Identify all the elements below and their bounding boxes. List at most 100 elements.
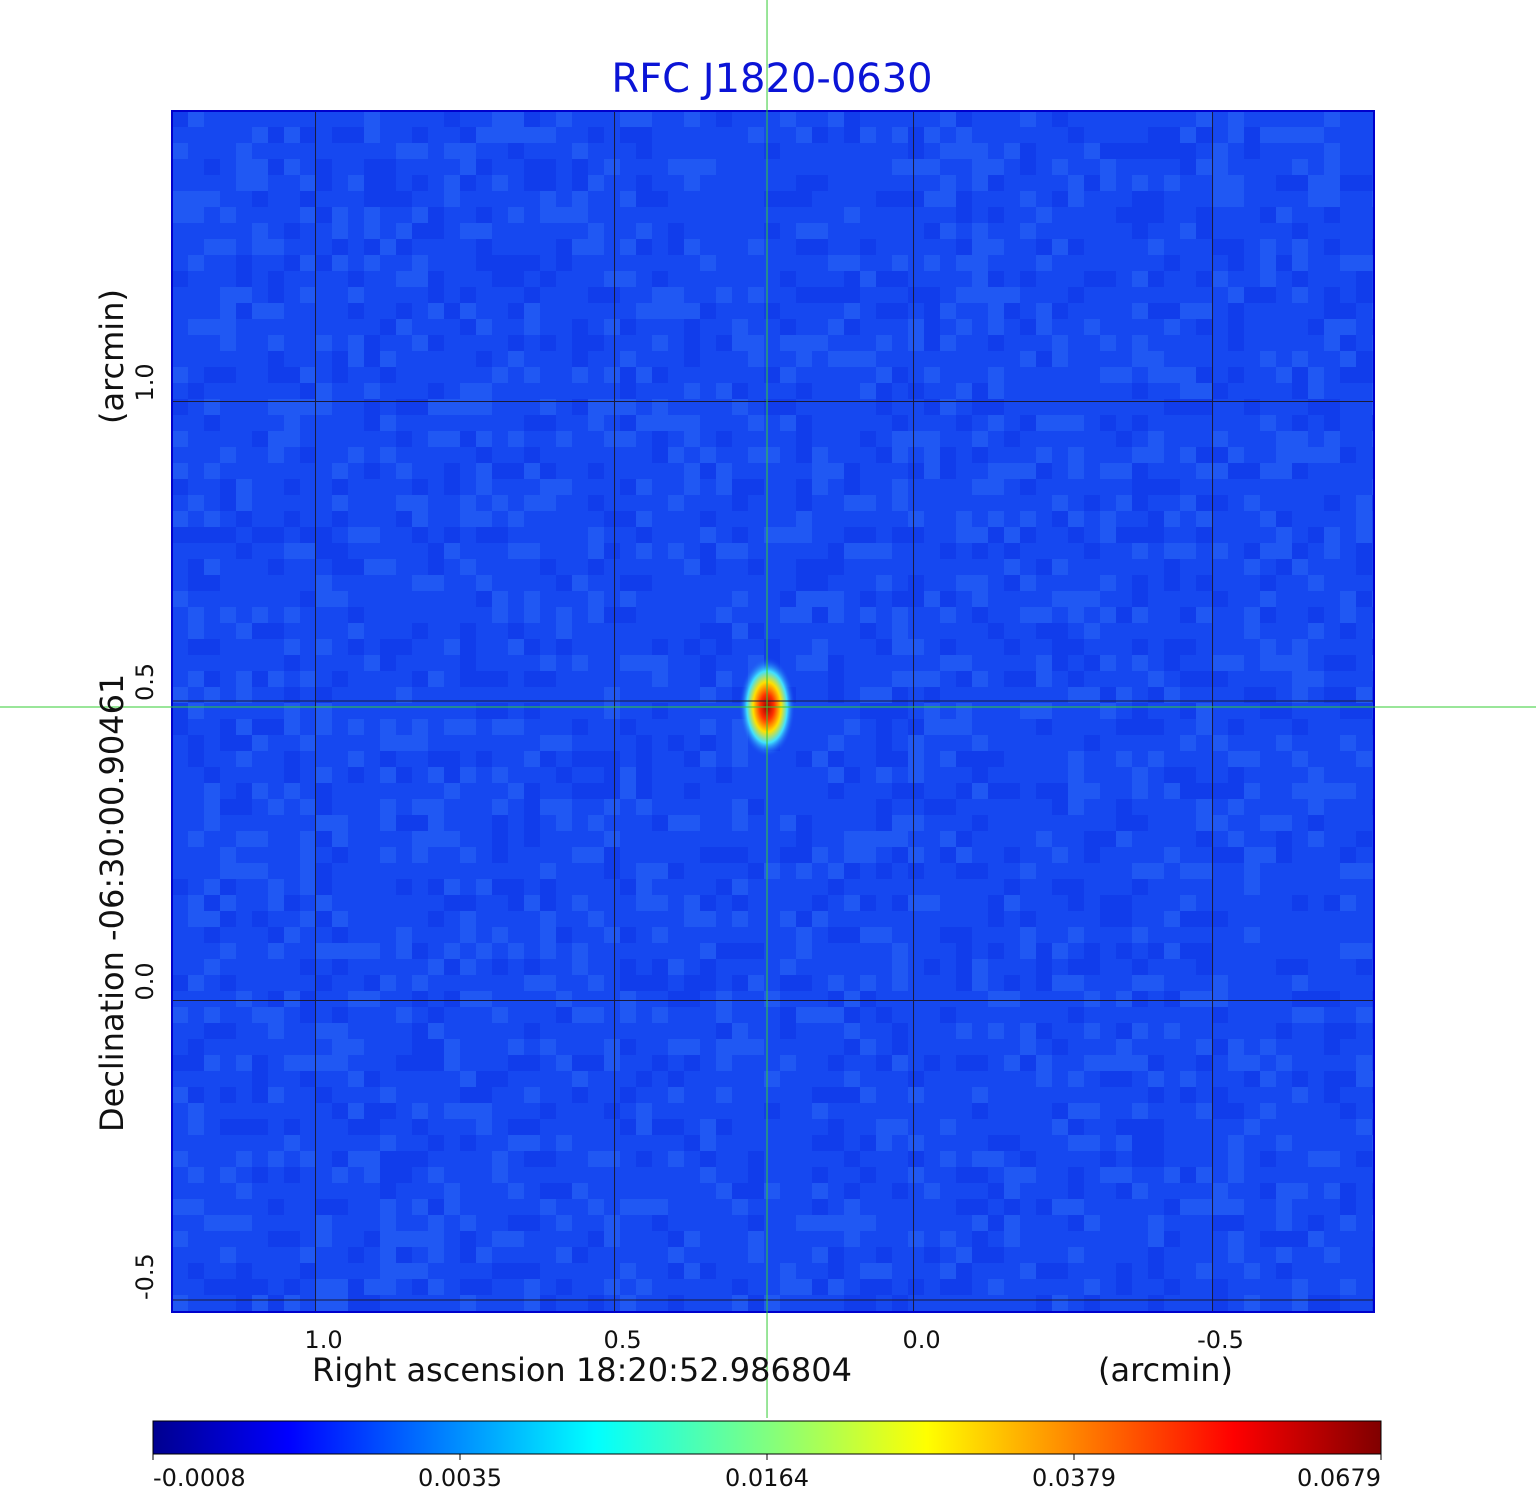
- noise-cell: [940, 1231, 956, 1247]
- noise-cell: [588, 751, 604, 767]
- noise-cell: [412, 991, 428, 1007]
- noise-cell: [972, 975, 988, 991]
- noise-cell: [700, 655, 716, 671]
- noise-cell: [172, 975, 188, 991]
- noise-cell: [796, 335, 812, 351]
- noise-cell: [236, 287, 252, 303]
- noise-cell: [556, 607, 572, 623]
- noise-cell: [524, 1135, 540, 1151]
- noise-cell: [908, 463, 924, 479]
- noise-cell: [396, 927, 412, 943]
- noise-cell: [1132, 959, 1148, 975]
- noise-cell: [812, 1215, 828, 1231]
- noise-cell: [828, 1263, 844, 1279]
- noise-cell: [1340, 847, 1356, 863]
- noise-cell: [1020, 511, 1036, 527]
- noise-cell: [1052, 783, 1068, 799]
- noise-cell: [636, 303, 652, 319]
- noise-cell: [1308, 175, 1324, 191]
- noise-cell: [972, 607, 988, 623]
- noise-cell: [300, 959, 316, 975]
- noise-cell: [1212, 1087, 1228, 1103]
- noise-cell: [1116, 1279, 1132, 1295]
- noise-cell: [380, 1215, 396, 1231]
- noise-cell: [412, 1023, 428, 1039]
- noise-cell: [908, 735, 924, 751]
- noise-cell: [844, 111, 860, 127]
- noise-cell: [1148, 1135, 1164, 1151]
- noise-cell: [476, 399, 492, 415]
- noise-cell: [1180, 1087, 1196, 1103]
- noise-cell: [412, 1103, 428, 1119]
- noise-cell: [172, 1199, 188, 1215]
- noise-cell: [332, 463, 348, 479]
- noise-cell: [1244, 863, 1260, 879]
- noise-cell: [252, 1007, 268, 1023]
- noise-cell: [412, 207, 428, 223]
- noise-cell: [1164, 687, 1180, 703]
- noise-cell: [892, 1055, 908, 1071]
- noise-cell: [556, 735, 572, 751]
- noise-cell: [508, 463, 524, 479]
- noise-cell: [844, 1231, 860, 1247]
- noise-cell: [1164, 175, 1180, 191]
- noise-cell: [572, 943, 588, 959]
- noise-cell: [684, 335, 700, 351]
- noise-cell: [892, 527, 908, 543]
- noise-cell: [1116, 1071, 1132, 1087]
- noise-cell: [540, 671, 556, 687]
- noise-cell: [268, 1007, 284, 1023]
- noise-cell: [364, 1103, 380, 1119]
- noise-cell: [684, 159, 700, 175]
- noise-cell: [348, 719, 364, 735]
- noise-cell: [1260, 1231, 1276, 1247]
- noise-cell: [1116, 799, 1132, 815]
- noise-cell: [588, 559, 604, 575]
- noise-cell: [1356, 511, 1372, 527]
- noise-cell: [364, 991, 380, 1007]
- noise-cell: [780, 111, 796, 127]
- noise-cell: [716, 543, 732, 559]
- noise-cell: [1132, 1311, 1148, 1312]
- noise-cell: [1228, 335, 1244, 351]
- noise-cell: [796, 287, 812, 303]
- noise-cell: [412, 831, 428, 847]
- noise-cell: [236, 991, 252, 1007]
- noise-cell: [364, 111, 380, 127]
- noise-cell: [1084, 783, 1100, 799]
- noise-cell: [204, 463, 220, 479]
- noise-cell: [716, 287, 732, 303]
- noise-cell: [300, 991, 316, 1007]
- noise-cell: [972, 159, 988, 175]
- noise-cell: [524, 111, 540, 127]
- noise-cell: [924, 447, 940, 463]
- noise-cell: [284, 1279, 300, 1295]
- noise-cell: [652, 655, 668, 671]
- noise-cell: [588, 495, 604, 511]
- noise-cell: [636, 1279, 652, 1295]
- noise-cell: [380, 751, 396, 767]
- noise-cell: [508, 623, 524, 639]
- y-axis-unit: (arcmin): [93, 289, 131, 424]
- noise-cell: [684, 895, 700, 911]
- noise-cell: [444, 191, 460, 207]
- noise-cell: [492, 1167, 508, 1183]
- noise-cell: [1068, 527, 1084, 543]
- noise-cell: [924, 287, 940, 303]
- noise-cell: [524, 303, 540, 319]
- noise-cell: [748, 863, 764, 879]
- noise-cell: [508, 207, 524, 223]
- noise-cell: [1180, 767, 1196, 783]
- noise-cell: [1164, 143, 1180, 159]
- noise-cell: [636, 895, 652, 911]
- noise-cell: [492, 879, 508, 895]
- noise-cell: [1052, 799, 1068, 815]
- noise-cell: [380, 1103, 396, 1119]
- noise-cell: [444, 303, 460, 319]
- noise-cell: [620, 991, 636, 1007]
- noise-cell: [764, 191, 780, 207]
- noise-cell: [1004, 463, 1020, 479]
- noise-cell: [476, 383, 492, 399]
- noise-cell: [1212, 671, 1228, 687]
- noise-cell: [796, 815, 812, 831]
